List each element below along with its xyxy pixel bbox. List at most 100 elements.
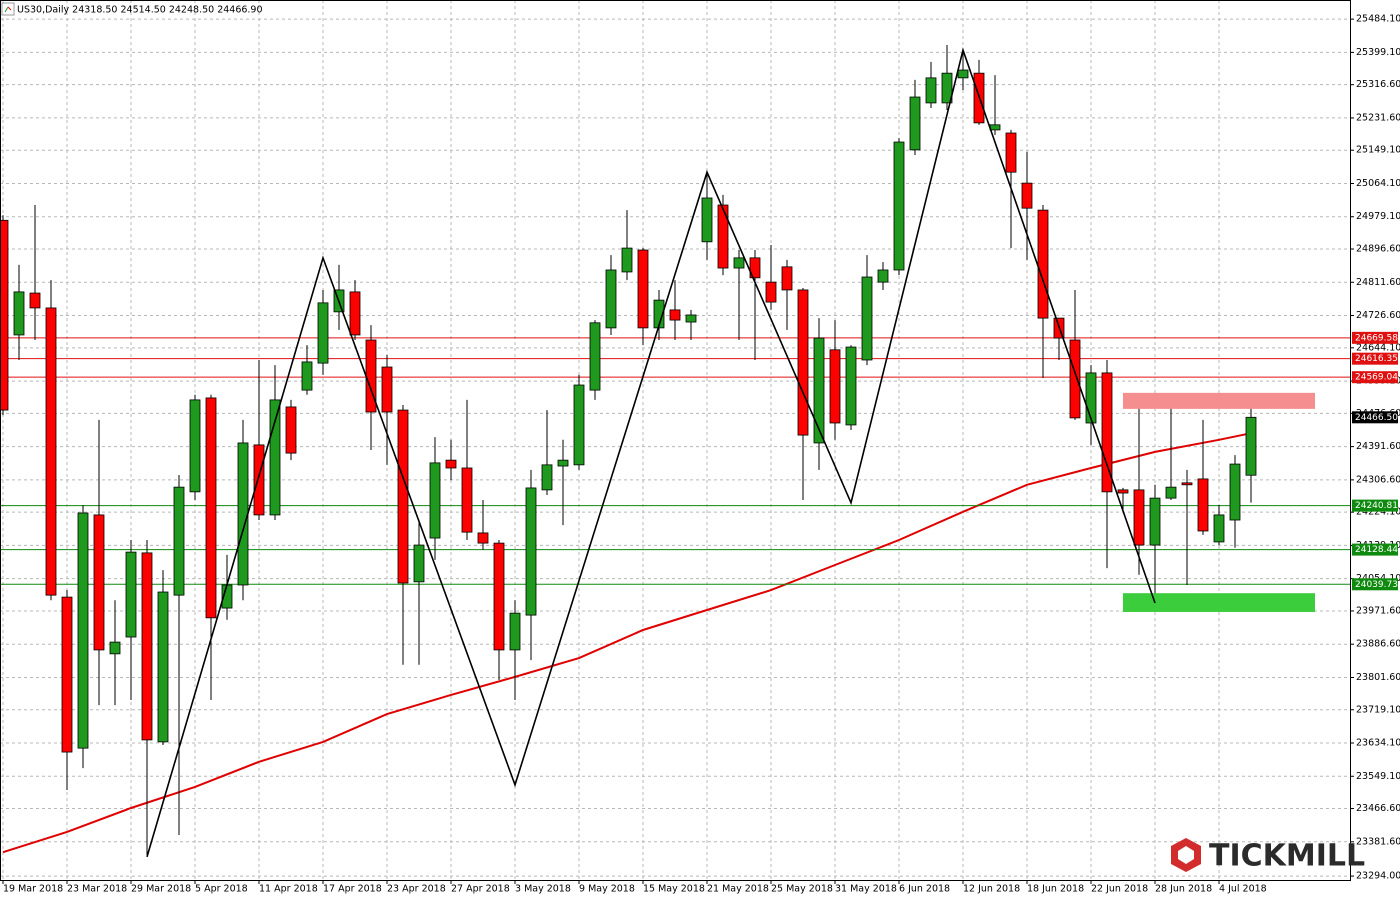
candle-body [557,459,569,467]
candle-body [109,641,121,655]
y-tick-label: 23801.60 [1356,672,1400,683]
candle-body [413,544,425,583]
candle-body [1117,489,1129,494]
level-label: 24569.04 [1355,373,1398,383]
candle-body [525,487,537,616]
candle-body [93,514,105,651]
y-tick-label: 25484.10 [1356,14,1400,25]
candle-body [1149,497,1161,546]
y-tick-label: 24644.10 [1356,342,1400,353]
candle-body [669,309,681,321]
y-tick-label: 24726.60 [1356,310,1400,321]
candle-body [861,276,873,361]
level-label: 24616.35 [1355,354,1398,364]
y-tick-label: 23466.60 [1356,803,1400,814]
candle-body [493,542,505,651]
x-tick-label: 21 May 2018 [707,884,769,895]
x-tick-label: 23 Mar 2018 [67,884,127,895]
x-tick-label: 28 Jun 2018 [1155,884,1212,895]
level-label-box [1352,352,1398,365]
candle-body [893,141,905,271]
x-tick-label: 6 Jun 2018 [899,884,950,895]
candle-body [781,266,793,291]
x-tick-label: 22 Jun 2018 [1091,884,1148,895]
candle-body [621,247,633,273]
y-tick-label: 23549.10 [1356,771,1400,782]
candle-body [429,462,441,539]
candle-body [45,307,57,596]
logo-text: TICKMILL [1209,839,1365,874]
candle-body [797,289,809,436]
x-tick-label: 17 Apr 2018 [323,884,382,895]
candle-body [573,384,585,466]
y-tick-label: 23971.60 [1356,605,1400,616]
candle-body [1133,489,1145,546]
x-tick-label: 29 Mar 2018 [131,884,191,895]
y-tick-label: 23634.10 [1356,738,1400,749]
y-tick-label: 23886.60 [1356,639,1400,650]
y-tick-label: 24391.60 [1356,441,1400,452]
plot-frame [0,0,1351,881]
overlay-layer [0,337,1350,854]
y-tick-label: 24224.10 [1356,507,1400,518]
y-tick-label: 25231.60 [1356,112,1400,123]
x-tick-label: 19 Mar 2018 [3,884,63,895]
y-tick-label: 24896.60 [1356,244,1400,255]
candle-body [349,291,361,336]
title-icon-mark [7,6,12,11]
candle-body [205,397,217,619]
candle-body [1181,482,1193,486]
moving-average [2,432,1252,854]
zone [1123,392,1315,409]
x-tick-label: 5 Apr 2018 [195,884,248,895]
y-tick-label: 23381.60 [1356,836,1400,847]
y-tick-label: 24979.10 [1356,211,1400,222]
level-label-box [1352,543,1398,556]
candle-body [1165,486,1177,499]
candle-body [1021,182,1033,209]
level-label-box [1352,499,1398,512]
level-label-box [1352,371,1398,384]
candle-body [845,346,857,426]
x-tick-label: 25 May 2018 [771,884,833,895]
level-label-box [1352,331,1398,344]
title-group: US30,Daily 24318.50 24514.50 24248.50 24… [1,2,263,16]
x-tick-label: 9 May 2018 [579,884,635,895]
x-tick-label: 3 May 2018 [515,884,571,895]
zone [1123,593,1315,612]
candle-body [877,269,889,283]
level-label: 24128.44 [1355,545,1398,555]
candle-body [397,409,409,584]
candle-body [1245,416,1257,476]
x-tick-label: 15 May 2018 [643,884,705,895]
candle-body [1085,372,1097,424]
candle-body [1069,339,1081,419]
candle-body [605,269,617,329]
candle-body [141,552,153,741]
y-tick-label: 24811.60 [1356,277,1400,288]
candle-body [13,291,25,336]
candle-body [1213,514,1225,543]
candle-body [589,322,601,391]
candle-body [1101,372,1113,493]
candle-body [1037,209,1049,319]
y-tick-label: 25316.60 [1356,79,1400,90]
candle-body [813,337,825,444]
candle-body [189,399,201,493]
candle-body [829,349,841,424]
candle-body [61,596,73,753]
candle-body [509,612,521,651]
title-icon [1,2,15,16]
candle-body [733,257,745,269]
candle-body [461,467,473,533]
level-label-box [1352,578,1398,591]
y-tick-label: 23719.10 [1356,704,1400,715]
annotation-layer [146,47,1315,858]
candle-body [29,292,41,309]
logo-group: TICKMILL [1171,838,1365,874]
candle-body [301,361,313,391]
candle-body [77,512,89,749]
candle-body [285,406,297,454]
